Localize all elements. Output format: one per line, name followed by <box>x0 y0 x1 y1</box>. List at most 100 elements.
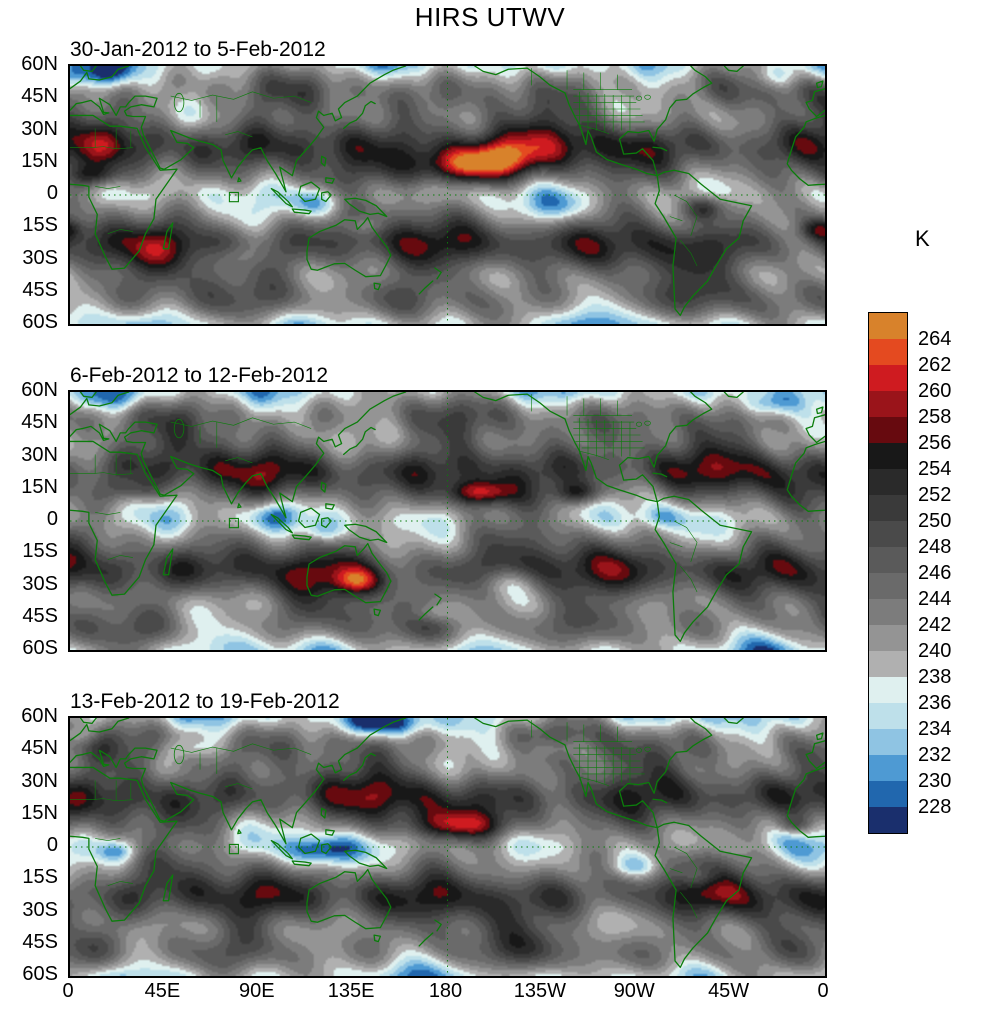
panel-title-week3: 13-Feb-2012 to 19-Feb-2012 <box>70 690 340 713</box>
caspian-sea-outline <box>174 745 184 763</box>
lat-tick-label: 30S <box>22 246 58 269</box>
colorbar-tick-label: 242 <box>918 613 952 636</box>
colorbar-cell <box>869 521 907 547</box>
country-state-borders-path <box>70 720 697 918</box>
lat-tick-label: 15S <box>22 214 58 237</box>
lat-tick-label: 30N <box>21 117 58 140</box>
lat-tick-label: 60S <box>22 637 58 659</box>
lat-tick-label: 15S <box>22 540 58 563</box>
colorbar-tick-label: 262 <box>918 353 952 376</box>
panel-week2: 6-Feb-2012 to 12-Feb-2012 60N 45N 30N 15N 0 1… <box>0 364 983 659</box>
lon-tick-label: 45W <box>708 980 750 1002</box>
lat-tick-label: 15N <box>21 475 58 498</box>
colorbar-tick-label: 258 <box>918 405 952 428</box>
country-state-borders-path <box>70 68 697 266</box>
colorbar-cell <box>869 495 907 521</box>
lat-tick-label: 15N <box>21 149 58 172</box>
colorbar-tick-label: 238 <box>918 665 952 688</box>
panel-week1: 30-Jan-2012 to 5-Feb-2012 60N 45N 30N 15N 0 1… <box>0 38 983 333</box>
colorbar-cell <box>869 729 907 755</box>
lat-tick-label: 30N <box>21 443 58 466</box>
colorbar-tick-label: 256 <box>918 431 952 454</box>
colorbar-tick-label: 252 <box>918 483 952 506</box>
caspian-sea-outline <box>174 93 184 111</box>
coastlines-overlay <box>70 392 825 650</box>
lon-tick-label: 135E <box>327 980 375 1002</box>
lat-tick-label: 45S <box>22 278 58 301</box>
panel-title-week1: 30-Jan-2012 to 5-Feb-2012 <box>70 38 326 61</box>
lat-tick-label: 0 <box>46 834 58 856</box>
lon-tick-label: 90W <box>613 980 655 1002</box>
lon-tick-label: 0 <box>817 980 829 1002</box>
lon-axis-labels: 0 45E 90E 135E 180 135W 90W 45W 0 <box>62 980 828 1006</box>
panel-week3: 13-Feb-2012 to 19-Feb-2012 60N 45N 30N 15N 0… <box>0 690 983 985</box>
colorbar-tick-label: 244 <box>918 587 952 610</box>
colorbar-cell <box>869 807 907 833</box>
study-region-box <box>229 844 238 853</box>
lat-tick-label: 60S <box>22 963 58 985</box>
caspian-sea-outline <box>174 419 184 437</box>
lon-tick-label: 0 <box>62 980 74 1002</box>
colorbar-tick-label: 234 <box>918 717 952 740</box>
lat-tick-label: 45S <box>22 930 58 953</box>
lon-tick-label: 180 <box>428 980 463 1002</box>
colorbar-tick-label: 250 <box>918 509 952 532</box>
colorbar-cell <box>869 417 907 443</box>
lat-tick-label: 0 <box>46 182 58 204</box>
lat-tick-label: 60N <box>21 379 58 401</box>
lat-tick-label: 15N <box>21 801 58 824</box>
coastline-path <box>70 718 825 967</box>
colorbar-cell <box>869 651 907 677</box>
lat-axis-labels-week1: 60N 45N 30N 15N 0 15S 30S 45S 60S <box>0 53 62 333</box>
coastlines-overlay <box>70 718 825 976</box>
colorbar-cell <box>869 599 907 625</box>
coastline-path <box>70 392 825 641</box>
colorbar-unit-label: K <box>915 226 930 251</box>
colorbar-tick-label: 254 <box>918 457 952 480</box>
coastlines-overlay <box>70 66 825 324</box>
lat-tick-label: 60N <box>21 53 58 75</box>
lat-tick-label: 60S <box>22 311 58 333</box>
map-week1 <box>68 64 827 326</box>
colorbar-tick-label: 260 <box>918 379 952 402</box>
colorbar-tick-label: 264 <box>918 327 952 350</box>
colorbar-cell <box>869 755 907 781</box>
lat-tick-label: 45N <box>21 85 58 108</box>
colorbar-cell <box>869 469 907 495</box>
lat-tick-label: 45N <box>21 411 58 434</box>
colorbar-tick-label: 236 <box>918 691 952 714</box>
figure-title: HIRS UTWV <box>414 2 566 32</box>
lat-tick-label: 30N <box>21 769 58 792</box>
map-week3 <box>68 716 827 978</box>
colorbar-cell <box>869 677 907 703</box>
colorbar-tick-label: 248 <box>918 535 952 558</box>
lon-tick-label: 90E <box>238 980 275 1002</box>
colorbar-cell <box>869 573 907 599</box>
colorbar-cell <box>869 547 907 573</box>
lon-tick-label: 45E <box>144 980 181 1002</box>
panel-title-week2: 6-Feb-2012 to 12-Feb-2012 <box>70 364 328 387</box>
colorbar-cell <box>869 625 907 651</box>
colorbar-tick-label: 228 <box>918 795 952 818</box>
colorbar-cell <box>869 391 907 417</box>
colorbar-cells <box>868 312 908 834</box>
lat-tick-label: 30S <box>22 572 58 595</box>
lat-tick-label: 30S <box>22 898 58 921</box>
colorbar: 264 262 260 258 256 254 252 250 248 246 244 242 240 2… <box>868 312 951 834</box>
lat-axis-labels-week2: 60N 45N 30N 15N 0 15S 30S 45S 60S <box>0 379 62 659</box>
colorbar-cell <box>869 313 907 339</box>
study-region-box <box>229 192 238 201</box>
lat-tick-label: 15S <box>22 866 58 889</box>
colorbar-cell <box>869 703 907 729</box>
lon-tick-label: 135W <box>513 980 566 1002</box>
map-week2 <box>68 390 827 652</box>
colorbar-cell <box>869 781 907 807</box>
colorbar-tick-label: 230 <box>918 769 952 792</box>
colorbar-cell <box>869 365 907 391</box>
lat-axis-labels-week3: 60N 45N 30N 15N 0 15S 30S 45S 60S <box>0 705 62 985</box>
lat-tick-label: 60N <box>21 705 58 727</box>
lat-tick-label: 45S <box>22 604 58 627</box>
colorbar-tick-label: 232 <box>918 743 952 766</box>
colorbar-cell <box>869 443 907 469</box>
country-state-borders-path <box>70 394 697 592</box>
